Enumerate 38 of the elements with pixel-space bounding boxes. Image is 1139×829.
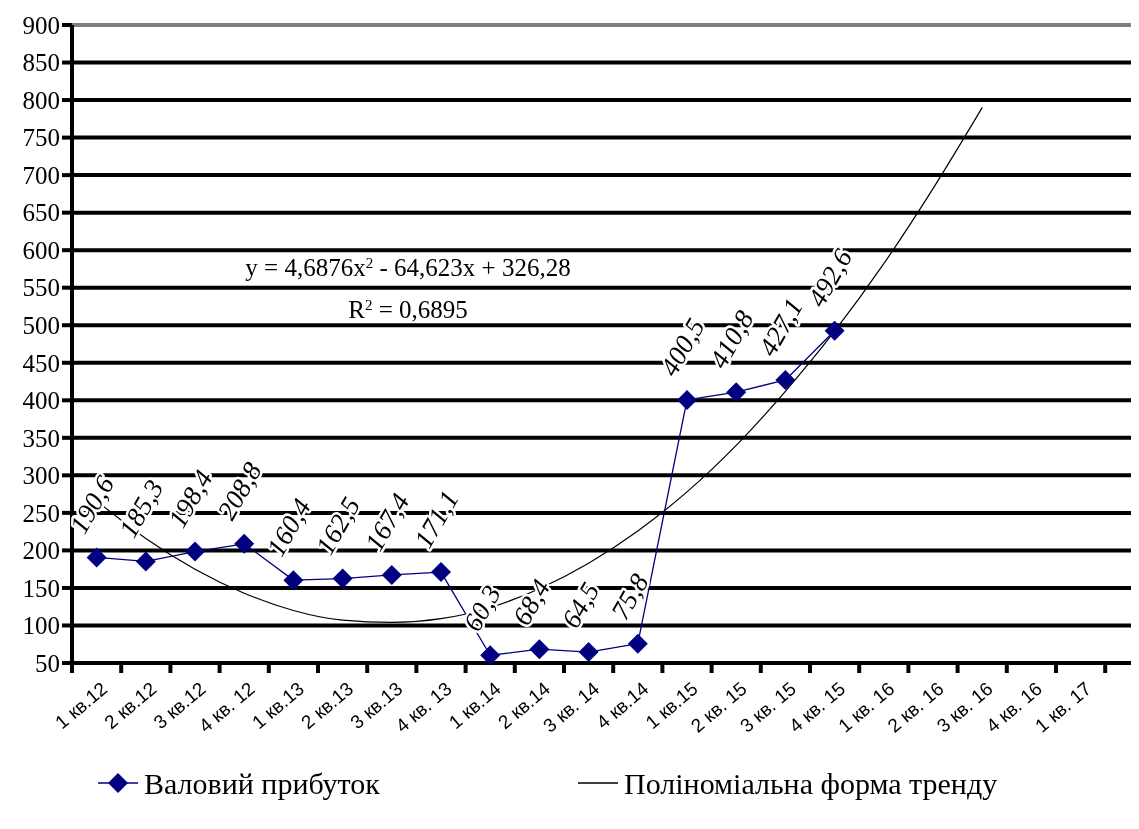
annotation: y = 4,6876x$^{2}$ - 64,623x + 326,28 (245, 254, 571, 281)
y-tick-label: 250 (22, 499, 60, 527)
point (726, 382, 747, 403)
y-tick-label: 750 (22, 124, 60, 152)
y-tick-label: 450 (22, 349, 60, 377)
point (627, 633, 648, 654)
point (480, 645, 501, 666)
point (86, 547, 107, 568)
y-tick-label: 300 (22, 462, 60, 490)
y-tick-label: 550 (22, 274, 60, 302)
y-tick-label: 50 (35, 649, 60, 677)
y-tick-label: 700 (22, 161, 60, 189)
y-tick-label: 100 (22, 612, 60, 640)
y-tick-label: 600 (22, 236, 60, 264)
y-tick-label: 850 (22, 49, 60, 77)
point (234, 533, 255, 554)
point (431, 562, 451, 583)
y-tick-label: 150 (22, 574, 60, 602)
y-tick-label: 650 (22, 199, 60, 227)
point (677, 389, 697, 410)
y-tick-label: 400 (22, 387, 60, 415)
legend-label: Поліноміальна форма тренду (624, 766, 998, 800)
y-tick-label: 500 (22, 311, 60, 339)
point (529, 639, 550, 660)
y-tick-label: 200 (22, 537, 60, 565)
point (578, 642, 599, 663)
y-tick-label: 800 (22, 86, 60, 114)
point (135, 551, 156, 572)
legend-label: Валовий прибуток (144, 766, 381, 800)
point (824, 320, 845, 341)
y-tick-label: 900 (22, 11, 60, 39)
point (332, 568, 353, 589)
point (775, 369, 796, 390)
point (185, 541, 205, 562)
y-tick-label: 350 (22, 424, 60, 452)
point (381, 564, 402, 585)
point (283, 570, 304, 591)
annotation: R$^{2}$ = 0,6895 (348, 296, 468, 323)
